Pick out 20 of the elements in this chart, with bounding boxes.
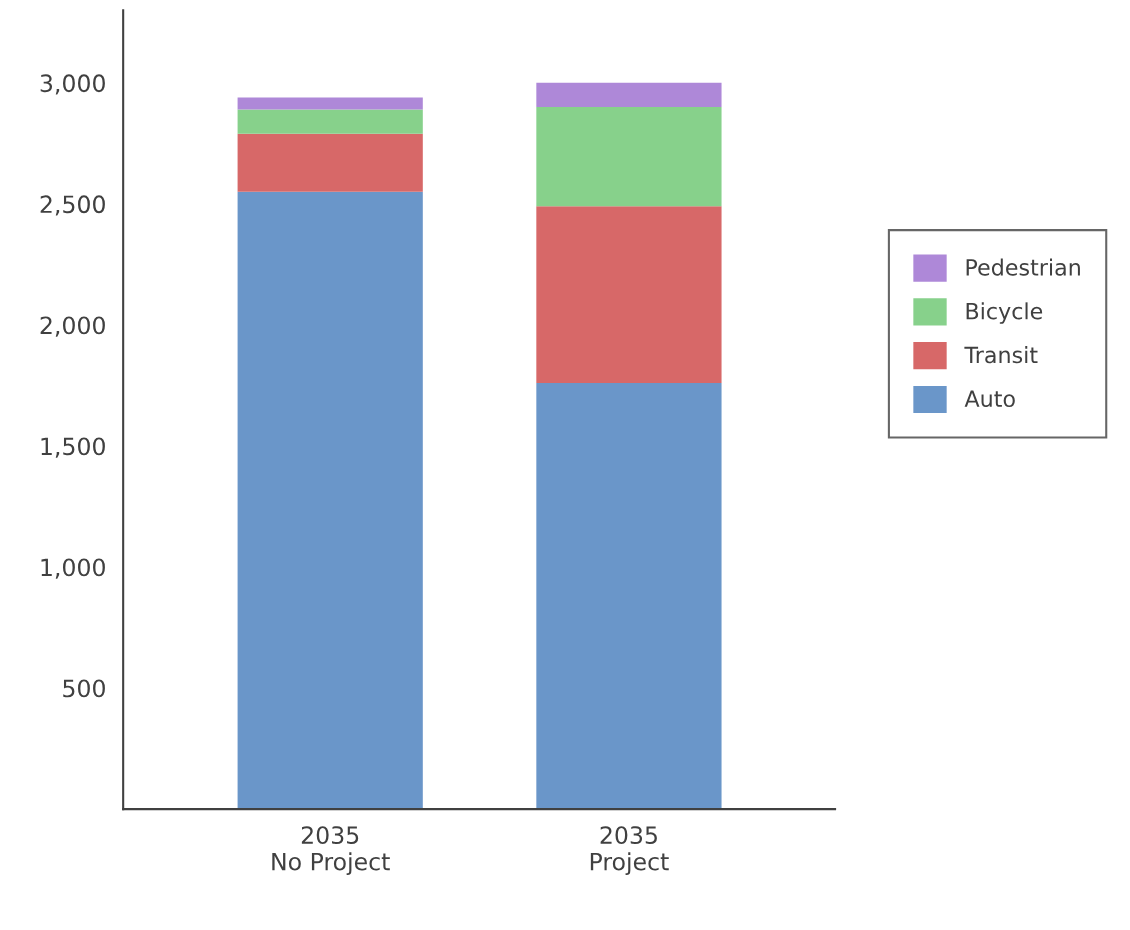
legend-label: Bicycle — [966, 302, 1043, 324]
bar — [536, 82, 722, 108]
bar — [536, 383, 722, 810]
legend-label: Auto — [964, 390, 1015, 408]
y-tick-label: 3,000 — [40, 74, 105, 95]
y-tick-label: 2,000 — [40, 316, 105, 337]
bar — [536, 107, 722, 207]
y-tick-label: 1,500 — [41, 437, 105, 458]
y-tick-label: 500 — [63, 679, 105, 698]
y-tick-label: 1,000 — [41, 558, 105, 579]
bar — [536, 206, 722, 384]
bar — [237, 133, 423, 192]
x-tick-label: 2035 Project — [590, 826, 669, 876]
bar — [237, 191, 423, 810]
bar — [237, 97, 423, 110]
y-tick-label: 2,500 — [40, 195, 105, 216]
legend-label: Transit — [964, 346, 1038, 364]
legend-label: Pedestrian — [966, 258, 1080, 276]
bar — [237, 109, 423, 134]
x-tick-label: 2035 No Project — [272, 826, 390, 876]
